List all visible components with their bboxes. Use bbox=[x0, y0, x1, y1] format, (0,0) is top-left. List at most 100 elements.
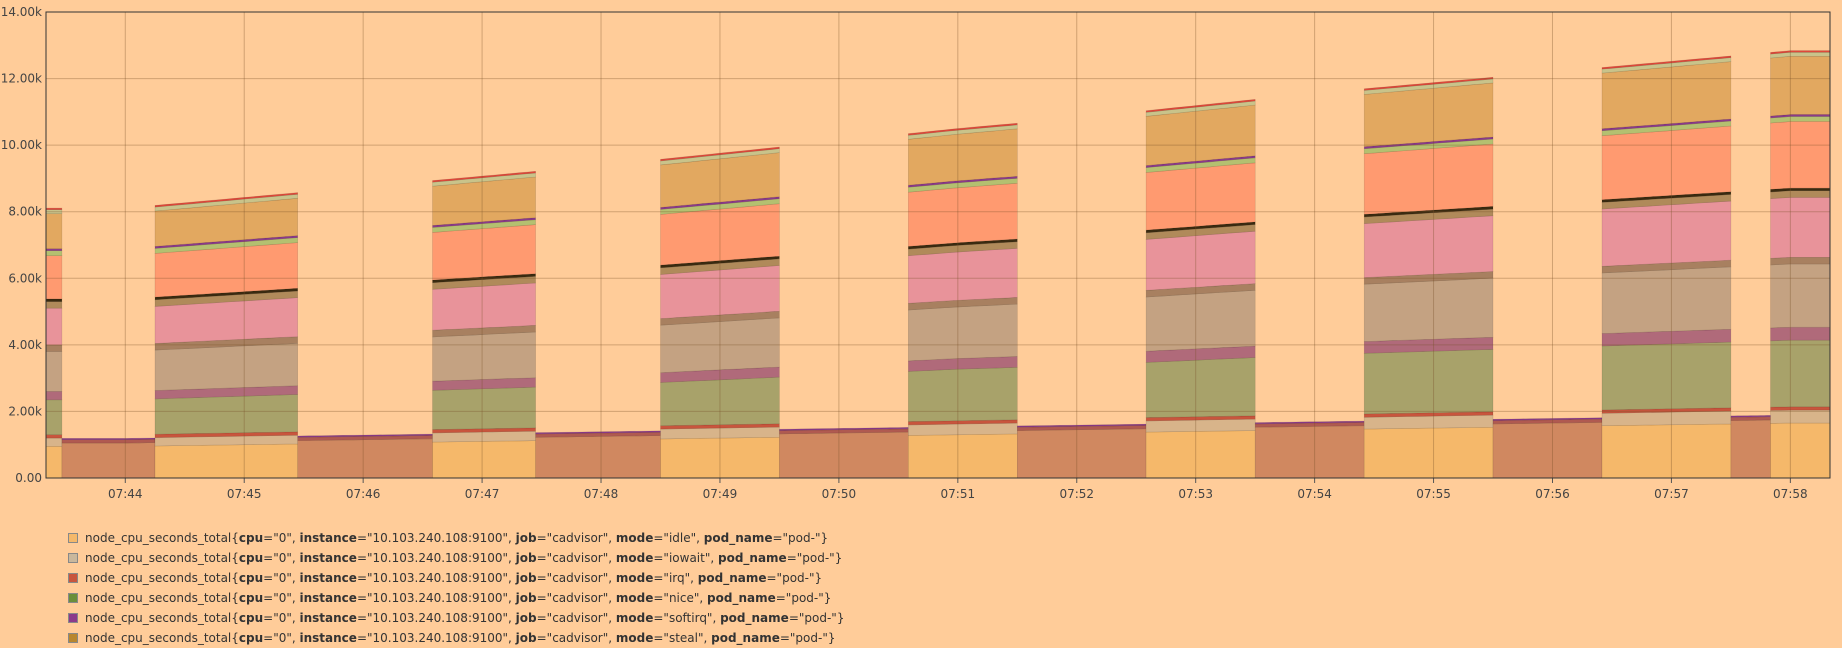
area-band-high0-4 bbox=[45, 391, 63, 401]
area-band-high5-14 bbox=[1145, 100, 1256, 117]
legend-item-idle[interactable]: node_cpu_seconds_total{cpu="0", instance… bbox=[68, 528, 844, 548]
area-band-high1-3 bbox=[154, 394, 298, 435]
legend-item-iowait[interactable]: node_cpu_seconds_total{cpu="0", instance… bbox=[68, 548, 844, 568]
area-band-high3-7 bbox=[660, 265, 780, 319]
area-band-high1-5 bbox=[154, 342, 298, 391]
area-band-high5-12 bbox=[1145, 155, 1256, 168]
area-band-high2-7 bbox=[432, 282, 536, 331]
area-band-high3-5 bbox=[660, 317, 780, 374]
area-band-high8-2 bbox=[1770, 406, 1831, 411]
legend-swatch bbox=[68, 613, 78, 623]
legend-label: node_cpu_seconds_total{cpu="0", instance… bbox=[85, 591, 832, 605]
area-band-high3-8 bbox=[660, 258, 780, 275]
area-band-high3-4 bbox=[660, 366, 780, 383]
area-band-high5-0 bbox=[1145, 430, 1256, 479]
area-band-high3-9 bbox=[660, 255, 780, 269]
area-band-high0-15 bbox=[45, 207, 63, 210]
x-tick-label: 07:56 bbox=[1535, 487, 1570, 500]
plot-border bbox=[45, 11, 1831, 479]
legend-swatch bbox=[68, 553, 78, 563]
area-band-high5-15 bbox=[1145, 99, 1256, 113]
stacked-area-chart[interactable]: 0.00 2.00k 4.00k 6.00k 8.00k 10.00k 12.00k 14.0… bbox=[0, 0, 1842, 500]
y-tick-label: 4.00k bbox=[8, 338, 42, 352]
legend-label: node_cpu_seconds_total{cpu="0", instance… bbox=[85, 531, 829, 545]
area-band-high8-6 bbox=[1770, 257, 1831, 266]
y-tick-label: 14.00k bbox=[1, 5, 42, 19]
legend-item-steal[interactable]: node_cpu_seconds_total{cpu="0", instance… bbox=[68, 628, 844, 648]
area-band-high4-3 bbox=[908, 366, 1018, 422]
area-band-low5-0 bbox=[1017, 428, 1147, 479]
area-band-high8-5 bbox=[1770, 263, 1831, 329]
area-band-high0-13 bbox=[45, 213, 63, 249]
legend-item-softirq[interactable]: node_cpu_seconds_total{cpu="0", instance… bbox=[68, 608, 844, 628]
legend-swatch bbox=[68, 633, 78, 643]
area-band-high8-4 bbox=[1770, 326, 1831, 342]
legend-item-irq[interactable]: node_cpu_seconds_total{cpu="0", instance… bbox=[68, 568, 844, 588]
legend-item-nice[interactable]: node_cpu_seconds_total{cpu="0", instance… bbox=[68, 588, 844, 608]
y-tick-label: 6.00k bbox=[8, 271, 42, 285]
area-band-high2-10 bbox=[432, 224, 536, 281]
area-band-high2-12 bbox=[432, 217, 536, 228]
x-tick-label: 07:51 bbox=[941, 487, 976, 500]
legend-label: node_cpu_seconds_total{cpu="0", instance… bbox=[85, 631, 836, 645]
area-band-high4-10 bbox=[908, 182, 1018, 247]
area-band-high0-11 bbox=[45, 250, 63, 256]
area-band-high0-7 bbox=[45, 307, 63, 346]
area-band-high0-0 bbox=[45, 446, 63, 479]
area-band-high2-11 bbox=[432, 219, 536, 233]
area-band-high7-0 bbox=[1601, 423, 1732, 479]
area-band-high7-10 bbox=[1601, 125, 1732, 201]
legend-swatch bbox=[68, 593, 78, 603]
area-band-high7-9 bbox=[1601, 191, 1732, 203]
y-tick-label: 10.00k bbox=[1, 138, 42, 152]
area-band-high6-0 bbox=[1363, 426, 1494, 479]
area-band-high8-0 bbox=[1770, 422, 1831, 479]
area-band-low7-0 bbox=[1492, 422, 1603, 479]
area-band-high6-6 bbox=[1363, 271, 1494, 285]
area-band-high0-9 bbox=[45, 298, 63, 302]
x-tick-label: 07:50 bbox=[822, 487, 857, 500]
legend-label: node_cpu_seconds_total{cpu="0", instance… bbox=[85, 551, 843, 565]
area-band-high7-7 bbox=[1601, 200, 1732, 267]
area-band-low8-2 bbox=[1730, 415, 1771, 418]
area-band-high8-8 bbox=[1770, 190, 1831, 199]
area-band-high5-4 bbox=[1145, 345, 1256, 363]
legend-swatch bbox=[68, 573, 78, 583]
area-band-low6-0 bbox=[1254, 425, 1365, 479]
area-band-low1-0 bbox=[61, 442, 156, 479]
area-band-high6-3 bbox=[1363, 349, 1494, 415]
area-band-high8-1 bbox=[1770, 409, 1831, 424]
area-band-high5-10 bbox=[1145, 162, 1256, 231]
area-band-low8-0 bbox=[1730, 419, 1771, 479]
area-band-high8-13 bbox=[1770, 56, 1831, 117]
area-band-high2-9 bbox=[432, 273, 536, 284]
area-band-high5-5 bbox=[1145, 289, 1256, 352]
area-band-high4-15 bbox=[908, 122, 1018, 136]
area-band-high2-15 bbox=[432, 170, 536, 183]
area-band-high1-0 bbox=[154, 443, 298, 479]
area-band-high6-11 bbox=[1363, 138, 1494, 155]
x-tick-label: 07:49 bbox=[703, 487, 738, 500]
area-band-high6-7 bbox=[1363, 215, 1494, 278]
chart-area[interactable]: 0.00 2.00k 4.00k 6.00k 8.00k 10.00k 12.00k 14.0… bbox=[0, 0, 1842, 500]
x-tick-label: 07:55 bbox=[1416, 487, 1451, 500]
area-band-high3-11 bbox=[660, 198, 780, 215]
area-band-high4-5 bbox=[908, 303, 1018, 362]
area-band-high6-14 bbox=[1363, 78, 1494, 95]
legend-label: node_cpu_seconds_total{cpu="0", instance… bbox=[85, 571, 823, 585]
area-band-high8-3 bbox=[1770, 339, 1831, 408]
area-band-high1-8 bbox=[154, 290, 298, 307]
area-band-high0-1 bbox=[45, 437, 63, 447]
x-tick-label: 07:45 bbox=[227, 487, 262, 500]
area-band-high4-12 bbox=[908, 175, 1018, 188]
area-band-high3-12 bbox=[660, 196, 780, 210]
area-band-high5-11 bbox=[1145, 157, 1256, 173]
x-tick-label: 07:46 bbox=[346, 487, 381, 500]
area-band-high5-7 bbox=[1145, 230, 1256, 291]
area-band-high0-2 bbox=[45, 434, 63, 439]
area-band-high0-5 bbox=[45, 351, 63, 392]
x-tick-label: 07:53 bbox=[1178, 487, 1213, 500]
x-tick-label: 07:57 bbox=[1654, 487, 1689, 500]
x-tick-label: 07:48 bbox=[584, 487, 619, 500]
y-tick-label: 12.00k bbox=[1, 72, 42, 86]
